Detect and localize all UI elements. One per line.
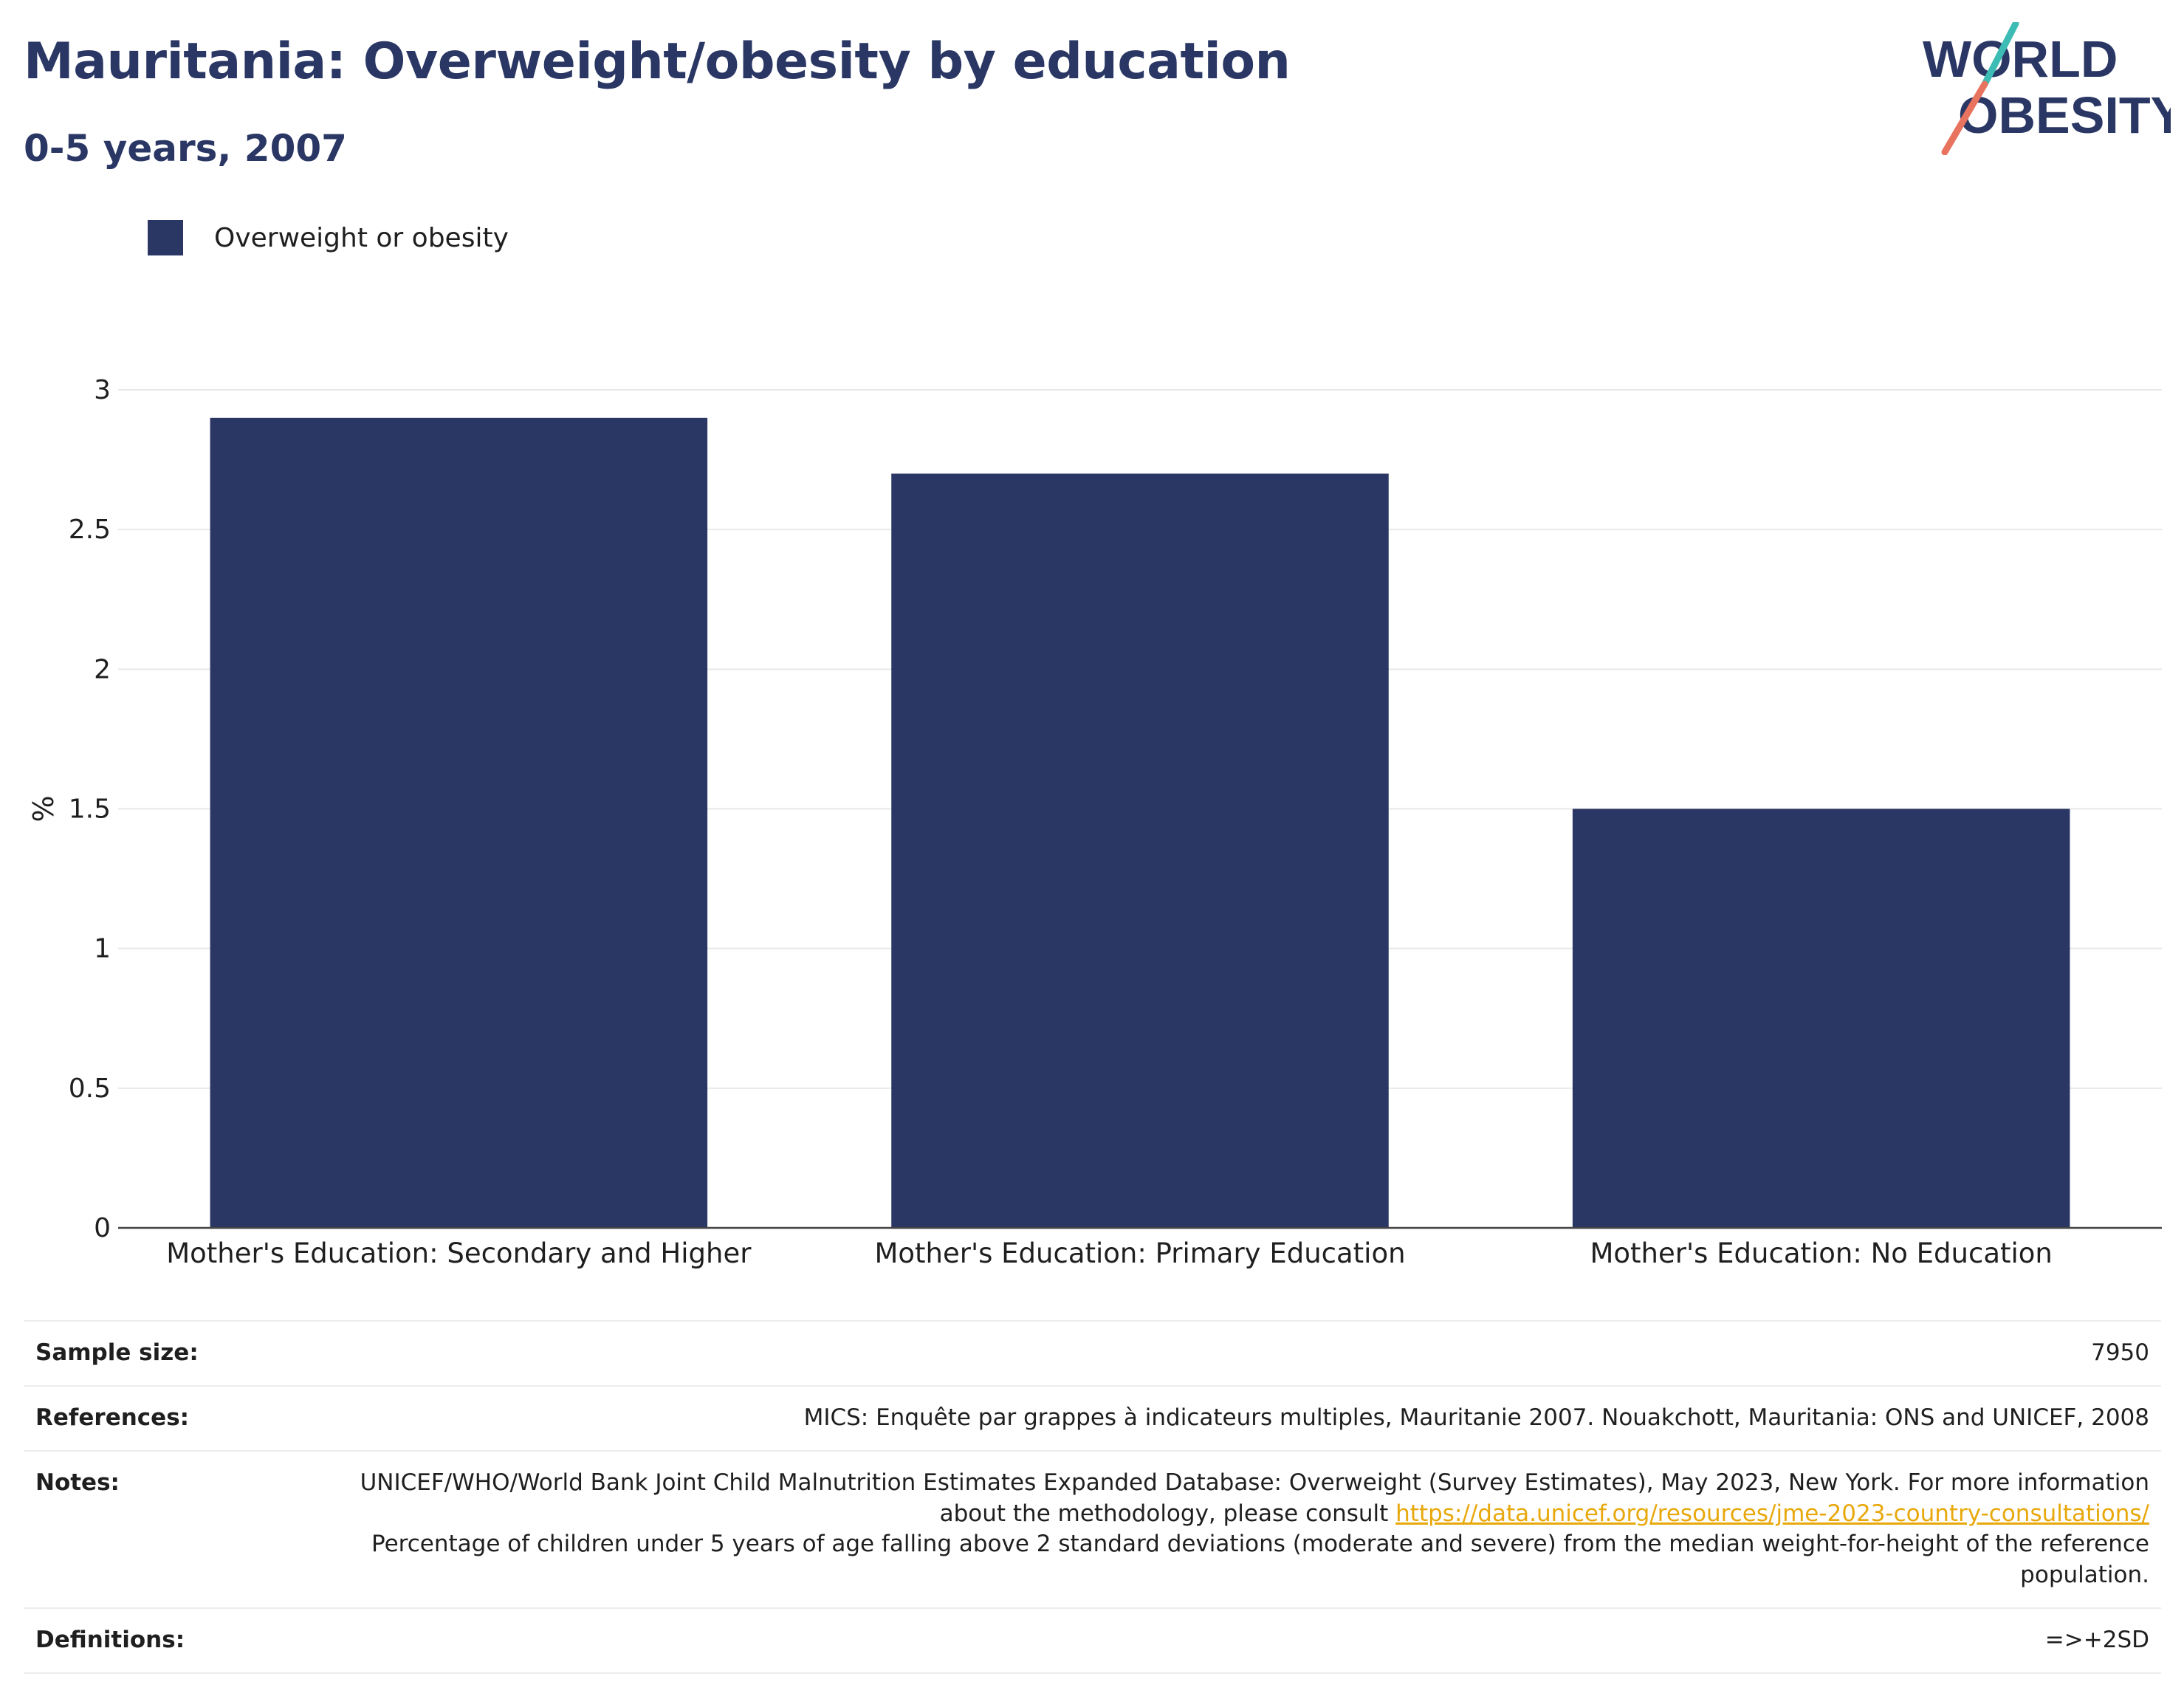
- notes-row: Notes: UNICEF/WHO/World Bank Joint Child…: [24, 1450, 2161, 1609]
- definitions-row: Definitions: =>+2SD: [24, 1608, 2161, 1673]
- references-value: MICS: Enquête par grappes à indicateurs …: [803, 1404, 2149, 1431]
- notes-text: UNICEF/WHO/World Bank Joint Child Malnut…: [360, 1469, 2149, 1527]
- sample-size-label: Sample size:: [35, 1339, 199, 1366]
- chart-subtitle: 0-5 years, 2007: [24, 127, 347, 170]
- bar: [891, 473, 1389, 1228]
- x-tick-label: Mother's Education: Primary Education: [874, 1237, 1405, 1269]
- notes-link[interactable]: https://data.unicef.org/resources/jme-20…: [1395, 1500, 2149, 1527]
- references-label: References:: [35, 1404, 190, 1431]
- x-tick-label: Mother's Education: Secondary and Higher: [166, 1237, 752, 1269]
- info-table: Sample size: 7950 References: MICS: Enqu…: [24, 1320, 2161, 1674]
- logo-word-1: WORLD: [1923, 30, 2118, 88]
- legend-label: Overweight or obesity: [214, 222, 509, 253]
- world-obesity-logo: WORLD OBESITY: [1923, 22, 2171, 155]
- y-tick-label: 2: [94, 654, 111, 684]
- legend-swatch: [148, 220, 183, 255]
- notes-label: Notes:: [35, 1469, 120, 1496]
- logo-word-2: OBESITY: [1958, 86, 2171, 144]
- sample-size-value: 7950: [2091, 1339, 2149, 1366]
- y-tick-label: 1: [94, 934, 111, 964]
- bar: [210, 417, 708, 1229]
- definitions-label: Definitions:: [35, 1627, 185, 1654]
- references-row: References: MICS: Enquête par grappes à …: [24, 1385, 2161, 1451]
- bar-chart: 0 0.5 1 1.5 2 2.5 3% Mother's Education: Second…: [27, 375, 2162, 1269]
- y-tick-label: 3: [94, 375, 111, 405]
- y-tick-label: 0: [94, 1213, 111, 1243]
- y-tick-label: 1.5: [69, 794, 111, 825]
- y-tick-label: 2.5: [69, 515, 111, 545]
- bar: [1572, 808, 2070, 1228]
- y-axis-title: %: [27, 795, 60, 822]
- chart-title: Mauritania: Overweight/obesity by educat…: [24, 32, 1291, 91]
- sample-size-row: Sample size: 7950: [24, 1321, 2161, 1386]
- chart-legend: Overweight or obesity: [148, 220, 509, 255]
- notes-value: UNICEF/WHO/World Bank Joint Child Malnut…: [343, 1451, 2161, 1608]
- x-tick-label: Mother's Education: No Education: [1590, 1237, 2052, 1269]
- notes-definition-text: Percentage of children under 5 years of …: [371, 1531, 2149, 1589]
- logo-coral-slash: [1941, 80, 1988, 155]
- definitions-value: =>+2SD: [2044, 1627, 2149, 1654]
- y-tick-label: 0.5: [69, 1074, 111, 1104]
- logo-teal-slash: [1981, 22, 2019, 88]
